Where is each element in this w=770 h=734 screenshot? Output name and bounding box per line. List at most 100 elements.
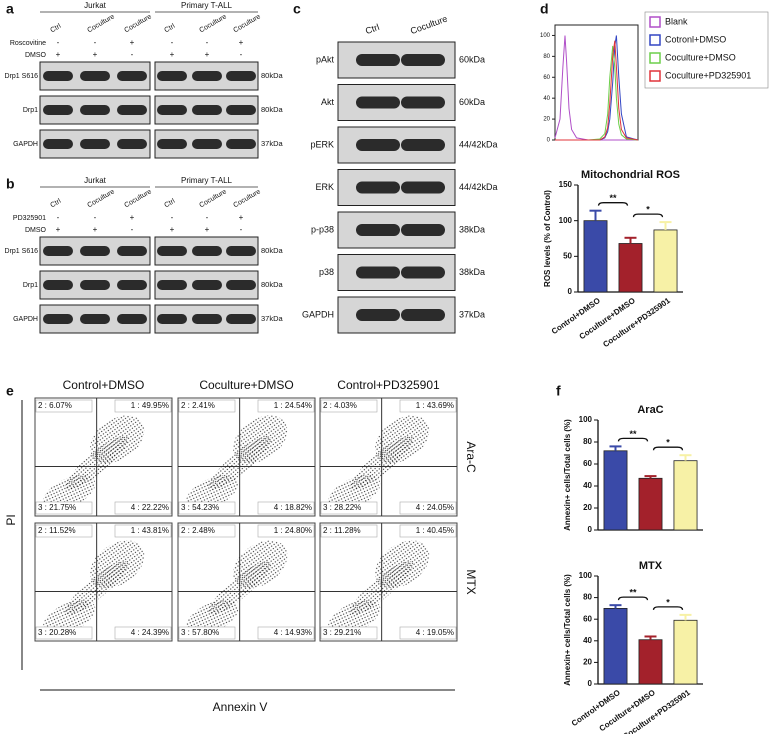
sign: -: [206, 213, 209, 222]
sign: -: [171, 213, 174, 222]
quadrant-box: [257, 626, 315, 640]
chart-title: Mitochondrial ROS: [581, 169, 680, 181]
band: [117, 105, 147, 115]
band: [80, 71, 110, 81]
lane-label: Coculture: [198, 188, 228, 209]
quadrant-box: [399, 399, 457, 413]
band: [226, 280, 256, 290]
lane-label: Ctrl: [49, 198, 62, 210]
band: [401, 96, 445, 109]
sign: +: [93, 225, 98, 234]
y-tick-label: 150: [559, 180, 573, 189]
band: [43, 139, 73, 149]
quadrant-box: [35, 501, 93, 515]
condition-label: PD325901: [13, 215, 46, 222]
quadrant-box: [114, 501, 172, 515]
band: [401, 139, 445, 151]
blot-label: Drp1: [23, 282, 38, 289]
lane-label: Coculture: [86, 13, 116, 34]
bar: [638, 639, 663, 685]
sign: +: [93, 50, 98, 59]
band: [80, 105, 110, 115]
significance-label: *: [666, 438, 670, 448]
sign: -: [94, 213, 97, 222]
y-tick-label: 100: [540, 33, 551, 39]
y-tick-label: 20: [543, 117, 550, 123]
bar: [618, 243, 643, 293]
sign: +: [239, 213, 244, 222]
quadrant-box: [35, 626, 93, 640]
size-label: 60kDa: [459, 54, 485, 64]
quadrant-box: [114, 524, 172, 538]
quadrant-label: 1 : 40.45%: [416, 526, 454, 535]
y-tick-label: 20: [583, 503, 592, 512]
legend-swatch: [649, 52, 661, 64]
sign: -: [240, 225, 243, 234]
band: [43, 105, 73, 115]
sign: -: [171, 38, 174, 47]
quadrant-box: [399, 626, 457, 640]
legend-swatch: [649, 34, 661, 46]
y-tick-label: 100: [579, 571, 593, 580]
legend-label: Cotronl+DMSO: [665, 34, 726, 44]
band: [117, 71, 147, 81]
band: [157, 139, 187, 149]
quadrant-box: [399, 501, 457, 515]
band: [117, 314, 147, 324]
size-label: 37kDa: [459, 309, 485, 319]
y-axis-label: ROS levels (% of Control): [543, 190, 552, 287]
quadrant-label: 1 : 24.54%: [274, 401, 312, 410]
panel-label: d: [540, 1, 549, 17]
group-label: Jurkat: [84, 176, 107, 185]
band: [157, 105, 187, 115]
band: [192, 105, 222, 115]
blot-label: Drp1: [23, 107, 38, 114]
lane-label: Ctrl: [163, 198, 176, 210]
band: [226, 246, 256, 256]
band: [43, 246, 73, 256]
band: [401, 181, 445, 194]
sign: -: [131, 225, 134, 234]
chart-title: AraC: [637, 404, 663, 416]
axis-label: Annexin V: [213, 700, 268, 714]
sign: -: [57, 38, 60, 47]
bar: [638, 477, 663, 531]
y-tick-label: 80: [583, 437, 592, 446]
size-label: 80kDa: [261, 246, 284, 255]
band: [192, 139, 222, 149]
lane-label: Ctrl: [364, 22, 381, 36]
quadrant-label: 2 : 11.28%: [323, 526, 361, 535]
blot-label: Drp1 S616: [5, 73, 39, 80]
band: [192, 246, 222, 256]
sign: -: [131, 50, 134, 59]
quadrant-box: [178, 501, 236, 515]
lane-label: Coculture: [86, 188, 116, 209]
quadrant-box: [257, 524, 315, 538]
lane-label: Coculture: [198, 13, 228, 34]
y-tick-label: 40: [583, 481, 592, 490]
band: [226, 314, 256, 324]
legend-swatch: [649, 16, 661, 28]
sign: +: [56, 225, 61, 234]
quadrant-label: 3 : 57.80%: [181, 628, 219, 637]
legend-frame: [644, 11, 769, 89]
quadrant-label: 3 : 54.23%: [181, 503, 219, 512]
band: [401, 309, 445, 321]
band: [226, 139, 256, 149]
band: [157, 71, 187, 81]
band: [80, 246, 110, 256]
band: [226, 105, 256, 115]
condition-label: DMSO: [25, 52, 47, 59]
quadrant-label: 1 : 24.80%: [274, 526, 312, 535]
significance-label: *: [646, 204, 650, 214]
lane-label: Ctrl: [49, 23, 62, 35]
significance-label: **: [629, 429, 637, 439]
bar: [603, 608, 628, 685]
band: [80, 139, 110, 149]
quadrant-label: 3 : 28.22%: [323, 503, 361, 512]
quadrant-box: [178, 626, 236, 640]
band: [356, 224, 400, 236]
band: [356, 309, 400, 321]
band: [192, 280, 222, 290]
band: [43, 280, 73, 290]
